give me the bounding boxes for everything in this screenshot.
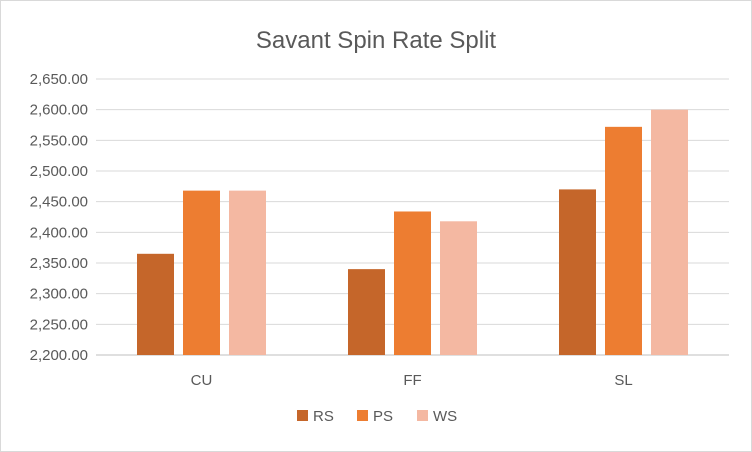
bar-ws-ff	[440, 221, 477, 355]
bar-ps-cu	[183, 190, 220, 355]
x-category-label: CU	[191, 372, 213, 389]
legend-swatch-ws	[417, 410, 428, 421]
y-tick-label: 2,300.00	[30, 286, 88, 303]
y-tick-label: 2,350.00	[30, 255, 88, 272]
y-tick-label: 2,500.00	[30, 163, 88, 180]
bars	[137, 109, 688, 356]
legend-swatch-rs	[297, 410, 308, 421]
y-tick-label: 2,600.00	[30, 102, 88, 119]
y-tick-label: 2,450.00	[30, 194, 88, 211]
legend-label-ps: PS	[373, 408, 393, 425]
legend-label-ws: WS	[433, 408, 457, 425]
y-tick-label: 2,550.00	[30, 132, 88, 149]
chart-title: Savant Spin Rate Split	[256, 27, 496, 54]
y-tick-label: 2,250.00	[30, 316, 88, 333]
bar-rs-ff	[348, 269, 385, 355]
bar-rs-sl	[559, 189, 596, 355]
y-tick-label: 2,650.00	[30, 71, 88, 88]
bar-ps-ff	[394, 211, 431, 355]
y-tick-label: 2,400.00	[30, 224, 88, 241]
bar-rs-cu	[137, 253, 174, 355]
y-tick-label: 2,200.00	[30, 347, 88, 364]
x-category-label: SL	[614, 372, 632, 389]
y-axis-ticks: 2,200.00 2,250.00 2,300.00 2,350.00 2,400.00…	[30, 71, 88, 364]
bar-ws-cu	[229, 190, 266, 355]
legend-label-rs: RS	[313, 408, 334, 425]
x-axis-categories: CU FF SL	[191, 372, 633, 389]
legend-swatch-ps	[357, 410, 368, 421]
bar-ws-sl	[651, 109, 688, 356]
bar-ps-sl	[605, 126, 642, 355]
legend: RS PS WS	[297, 408, 457, 425]
x-category-label: FF	[403, 372, 421, 389]
